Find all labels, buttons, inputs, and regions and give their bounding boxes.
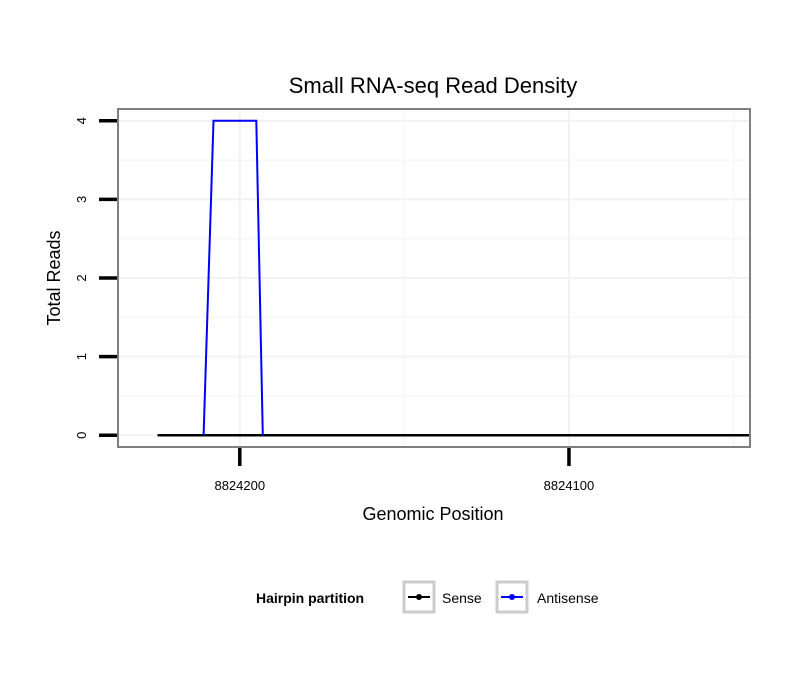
y-tick-label: 1: [74, 353, 89, 360]
series-layer: [157, 119, 749, 437]
x-axis-title: Genomic Position: [362, 504, 503, 524]
y-axis-title: Total Reads: [44, 230, 64, 325]
legend-marker-antisense: [509, 594, 515, 600]
legend-title: Hairpin partition: [256, 590, 364, 606]
chart-title: Small RNA-seq Read Density: [289, 73, 578, 98]
y-tick-label: 0: [74, 432, 89, 439]
y-tick-label: 2: [74, 274, 89, 281]
y-axis-ticks: 0 1 2 3 4: [74, 117, 117, 439]
x-tick-label: 8824100: [544, 478, 595, 493]
x-tick-label: 8824200: [214, 478, 265, 493]
series-line-antisense: [202, 119, 264, 436]
y-tick-label: 3: [74, 196, 89, 203]
plot-panel: [117, 108, 751, 448]
legend-marker-sense: [416, 594, 422, 600]
legend: Hairpin partition Sense Antisense: [256, 580, 599, 614]
y-tick-label: 4: [74, 117, 89, 124]
legend-label-antisense: Antisense: [537, 590, 599, 606]
legend-label-sense: Sense: [442, 590, 482, 606]
grid: [118, 109, 750, 447]
x-axis-ticks: 8824200 8824100: [214, 448, 594, 493]
